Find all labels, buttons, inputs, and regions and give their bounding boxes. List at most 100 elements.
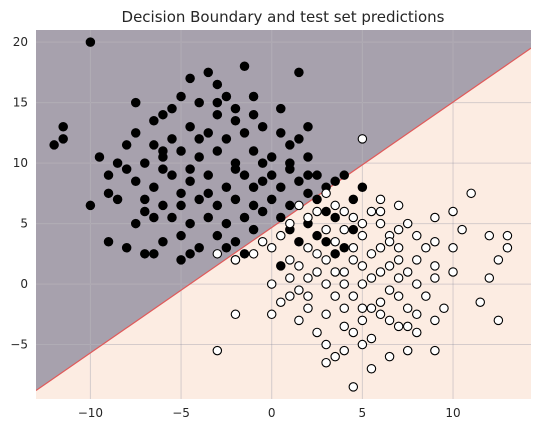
point-class-0 xyxy=(185,218,195,229)
point-class-1 xyxy=(303,303,313,314)
point-class-0 xyxy=(294,67,304,78)
point-class-1 xyxy=(357,218,368,229)
y-tick-label: 20 xyxy=(13,35,28,49)
point-class-1 xyxy=(321,309,331,320)
point-class-0 xyxy=(221,182,232,193)
point-class-1 xyxy=(339,321,349,332)
point-class-0 xyxy=(167,170,177,180)
point-class-0 xyxy=(312,230,322,241)
point-class-0 xyxy=(176,255,186,265)
point-class-0 xyxy=(230,115,241,126)
point-class-0 xyxy=(167,103,177,114)
point-class-0 xyxy=(112,194,123,205)
point-class-1 xyxy=(357,279,368,289)
point-class-1 xyxy=(339,303,349,314)
point-class-0 xyxy=(167,212,177,223)
point-class-1 xyxy=(321,279,331,289)
point-class-0 xyxy=(185,249,195,259)
point-class-0 xyxy=(185,73,195,84)
point-class-1 xyxy=(348,255,359,265)
point-class-1 xyxy=(312,327,322,338)
point-class-1 xyxy=(348,243,359,253)
point-class-0 xyxy=(276,128,286,138)
point-class-0 xyxy=(176,91,186,102)
point-class-1 xyxy=(266,243,277,253)
region-upper xyxy=(36,30,531,391)
point-class-0 xyxy=(257,122,268,132)
point-class-1 xyxy=(375,297,386,307)
point-class-0 xyxy=(221,218,232,229)
point-class-1 xyxy=(266,309,277,320)
point-class-0 xyxy=(140,158,150,168)
x-tick-label: 0 xyxy=(268,406,276,420)
point-class-0 xyxy=(194,152,204,162)
point-class-0 xyxy=(357,182,368,193)
point-class-1 xyxy=(475,297,485,307)
point-class-1 xyxy=(484,230,495,241)
point-class-1 xyxy=(448,206,458,217)
point-class-0 xyxy=(239,212,250,223)
point-class-1 xyxy=(439,303,449,314)
point-class-1 xyxy=(257,236,268,247)
point-class-1 xyxy=(330,291,340,301)
y-tick-label: 0 xyxy=(20,277,28,291)
point-class-0 xyxy=(330,176,340,186)
x-tick-label: 5 xyxy=(359,406,367,420)
point-class-1 xyxy=(412,230,422,241)
point-class-0 xyxy=(103,236,114,247)
point-class-1 xyxy=(484,273,495,283)
point-class-0 xyxy=(248,182,259,193)
point-class-0 xyxy=(212,146,223,156)
point-class-1 xyxy=(412,255,422,265)
point-class-1 xyxy=(375,243,386,253)
point-class-0 xyxy=(348,194,359,205)
point-class-0 xyxy=(303,188,313,199)
point-class-0 xyxy=(58,134,68,144)
point-class-1 xyxy=(339,279,349,289)
point-class-0 xyxy=(276,103,286,114)
point-class-0 xyxy=(239,61,250,72)
point-class-0 xyxy=(194,243,204,253)
point-class-0 xyxy=(321,236,331,247)
point-class-0 xyxy=(312,170,322,180)
point-class-1 xyxy=(321,224,331,235)
y-tick-label: 5 xyxy=(20,217,28,231)
point-class-0 xyxy=(230,236,241,247)
point-class-0 xyxy=(330,249,340,259)
point-class-1 xyxy=(330,351,340,362)
point-class-1 xyxy=(357,261,368,271)
point-class-1 xyxy=(321,188,331,199)
point-class-0 xyxy=(303,170,313,180)
point-class-1 xyxy=(384,236,395,247)
point-class-0 xyxy=(176,230,186,241)
point-class-1 xyxy=(430,273,440,283)
point-class-0 xyxy=(185,164,195,174)
point-class-1 xyxy=(493,315,504,326)
point-class-0 xyxy=(149,115,159,126)
point-class-1 xyxy=(303,273,313,283)
point-class-0 xyxy=(248,224,259,235)
point-class-1 xyxy=(402,345,413,356)
point-class-0 xyxy=(103,188,114,199)
point-class-1 xyxy=(312,206,322,217)
point-class-0 xyxy=(176,188,186,199)
point-class-0 xyxy=(212,109,223,120)
point-class-1 xyxy=(357,230,368,241)
point-class-0 xyxy=(176,146,186,156)
point-class-1 xyxy=(402,303,413,314)
point-class-1 xyxy=(248,249,259,259)
point-class-1 xyxy=(384,261,395,271)
point-class-1 xyxy=(366,249,377,259)
point-class-1 xyxy=(402,218,413,229)
point-class-0 xyxy=(276,182,286,193)
point-class-1 xyxy=(339,267,349,277)
point-class-1 xyxy=(366,364,377,374)
point-class-1 xyxy=(375,194,386,205)
point-class-0 xyxy=(294,134,304,144)
point-class-1 xyxy=(357,134,368,144)
point-class-0 xyxy=(94,152,105,162)
point-class-1 xyxy=(212,345,223,356)
point-class-1 xyxy=(384,315,395,326)
point-class-0 xyxy=(149,212,159,223)
